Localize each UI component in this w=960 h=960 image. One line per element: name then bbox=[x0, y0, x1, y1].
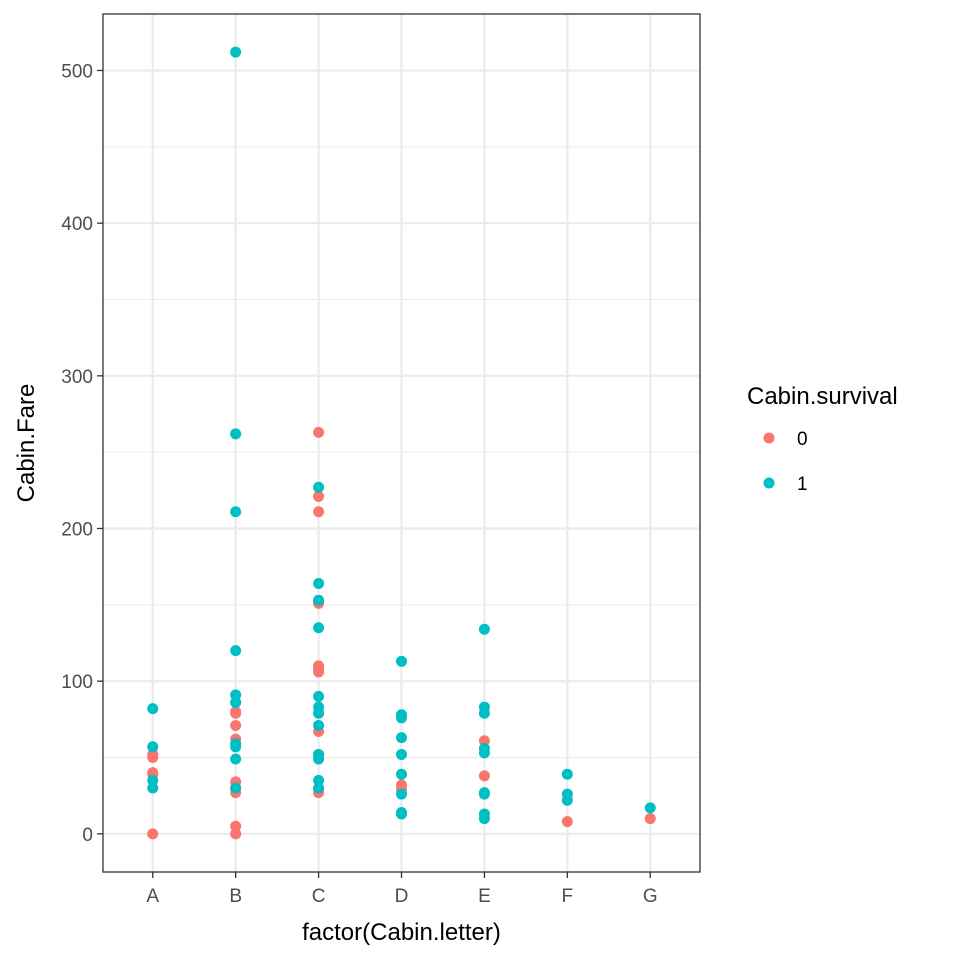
x-tick-label: A bbox=[146, 886, 159, 907]
y-tick-label: 400 bbox=[61, 214, 93, 235]
data-point bbox=[230, 689, 242, 701]
data-point bbox=[230, 697, 242, 709]
data-point bbox=[313, 577, 325, 589]
data-point bbox=[313, 774, 325, 786]
data-point bbox=[396, 732, 407, 744]
data-point bbox=[313, 426, 325, 438]
data-point bbox=[313, 622, 325, 634]
grid-lines bbox=[103, 14, 700, 872]
data-point bbox=[147, 782, 159, 794]
data-point bbox=[478, 735, 490, 747]
data-point bbox=[230, 753, 242, 765]
legend-label-1: 1 bbox=[797, 474, 808, 495]
data-point bbox=[230, 46, 242, 58]
legend-key-0 bbox=[763, 432, 775, 444]
data-point bbox=[147, 774, 159, 786]
x-tick-label: E bbox=[478, 886, 491, 907]
data-point bbox=[396, 655, 407, 667]
data-point bbox=[313, 719, 325, 731]
data-point bbox=[478, 701, 490, 713]
data-point bbox=[230, 428, 242, 440]
data-point bbox=[230, 782, 242, 794]
data-point bbox=[478, 742, 490, 754]
data-point bbox=[313, 782, 325, 794]
data-point bbox=[230, 506, 242, 518]
data-point bbox=[230, 706, 242, 718]
data-point bbox=[561, 788, 573, 800]
data-point bbox=[313, 701, 325, 713]
data-point bbox=[230, 645, 242, 657]
data-point bbox=[147, 741, 159, 753]
data-point bbox=[230, 719, 242, 731]
data-point bbox=[644, 802, 656, 814]
data-point bbox=[230, 828, 242, 840]
data-point bbox=[396, 779, 407, 791]
data-point bbox=[313, 490, 325, 502]
legend-key-1 bbox=[763, 477, 775, 489]
data-points bbox=[147, 46, 656, 840]
y-axis-title: Cabin.Fare bbox=[13, 384, 40, 503]
y-tick-label: 100 bbox=[61, 672, 93, 693]
legend-title: Cabin.survival bbox=[747, 383, 898, 410]
data-point bbox=[147, 703, 159, 715]
data-point bbox=[561, 816, 573, 828]
data-point bbox=[478, 623, 490, 635]
legend-label-0: 0 bbox=[797, 429, 808, 450]
data-point bbox=[313, 748, 325, 760]
x-tick-label: C bbox=[312, 886, 326, 907]
data-point bbox=[230, 738, 242, 750]
data-point bbox=[478, 808, 490, 820]
data-point bbox=[230, 820, 242, 832]
data-point bbox=[396, 709, 407, 721]
data-point bbox=[313, 506, 325, 518]
x-axis-title: factor(Cabin.letter) bbox=[302, 919, 501, 946]
data-point bbox=[644, 813, 656, 825]
data-point bbox=[396, 788, 407, 800]
data-point bbox=[313, 690, 325, 702]
y-tick-label: 0 bbox=[82, 825, 93, 846]
x-tick-label: D bbox=[395, 886, 409, 907]
x-tick-label: B bbox=[229, 886, 242, 907]
data-point bbox=[561, 768, 573, 780]
legend: Cabin.survival 0 1 bbox=[747, 383, 898, 495]
data-point bbox=[313, 481, 325, 493]
axes: 0 100 200 300 400 500 A B C D E F G bbox=[61, 61, 657, 907]
x-tick-label: G bbox=[643, 886, 658, 907]
data-point bbox=[396, 806, 407, 818]
data-point bbox=[396, 768, 407, 780]
x-tick-label: F bbox=[562, 886, 574, 907]
y-tick-label: 300 bbox=[61, 367, 93, 388]
data-point bbox=[313, 594, 325, 606]
y-tick-label: 500 bbox=[61, 61, 93, 82]
data-point bbox=[147, 748, 159, 760]
data-point bbox=[478, 787, 490, 799]
data-point bbox=[396, 748, 407, 760]
data-point bbox=[313, 660, 325, 672]
data-point bbox=[147, 828, 159, 840]
y-tick-label: 200 bbox=[61, 519, 93, 540]
data-point bbox=[478, 770, 490, 782]
